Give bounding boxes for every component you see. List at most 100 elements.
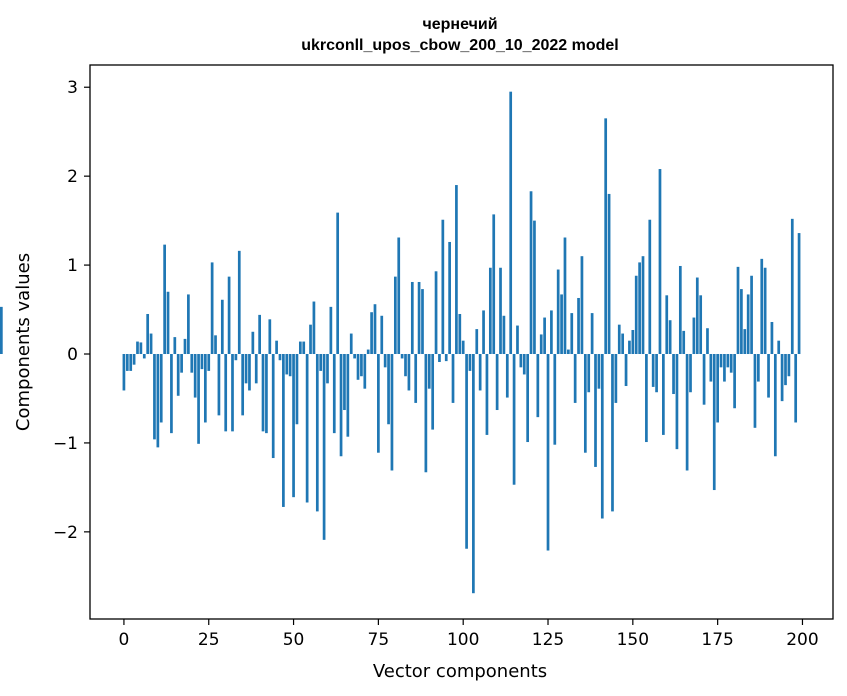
- bar-component-188: [760, 258, 764, 355]
- bars-group: [0, 91, 801, 594]
- bar-component-19: [187, 294, 190, 355]
- bar-component-45: [275, 340, 278, 355]
- bar-component-142: [604, 118, 608, 354]
- bar-component-120: [529, 191, 533, 354]
- bar-component-141: [600, 354, 604, 519]
- bar-component-0: [122, 354, 126, 391]
- bar-component-103: [472, 354, 475, 594]
- bar-component-undefined: [0, 306, 3, 354]
- bar-component-48: [285, 354, 289, 375]
- bar-component-96: [448, 241, 451, 354]
- bar-component-44: [271, 354, 275, 459]
- bar-component-185: [750, 275, 753, 354]
- bar-component-95: [444, 354, 448, 362]
- bar-component-177: [723, 354, 726, 382]
- bar-component-11: [159, 354, 163, 423]
- bar-component-92: [434, 271, 438, 354]
- bar-component-75: [377, 354, 380, 453]
- bar-component-13: [166, 291, 170, 355]
- bar-component-104: [475, 329, 479, 355]
- bar-component-15: [173, 337, 177, 355]
- bar-component-37: [248, 354, 251, 391]
- bar-component-172: [706, 328, 709, 355]
- bar-component-187: [757, 354, 760, 382]
- bar-component-181: [736, 266, 740, 355]
- bar-component-36: [244, 354, 248, 384]
- bar-component-94: [441, 219, 445, 355]
- bar-component-124: [543, 317, 546, 355]
- y-tick-label: 2: [67, 167, 78, 187]
- bar-component-135: [580, 256, 584, 355]
- bar-component-33: [234, 354, 238, 361]
- bar-component-136: [583, 354, 587, 453]
- bar-component-2: [129, 354, 133, 371]
- bar-component-83: [404, 354, 407, 377]
- bar-component-140: [597, 354, 601, 389]
- bar-component-173: [709, 354, 713, 382]
- bar-component-191: [770, 321, 774, 354]
- bar-component-197: [790, 218, 794, 355]
- bar-component-30: [224, 354, 228, 432]
- bar-component-125: [546, 354, 550, 551]
- bar-component-16: [176, 354, 180, 396]
- bar-component-71: [363, 354, 367, 389]
- bar-component-41: [261, 354, 265, 432]
- bar-component-1: [125, 354, 129, 371]
- bar-component-129: [560, 294, 563, 355]
- bar-component-195: [784, 354, 787, 386]
- bar-component-162: [672, 354, 675, 395]
- bar-component-17: [180, 354, 183, 373]
- bar-component-190: [767, 354, 770, 398]
- bar-component-86: [414, 354, 418, 403]
- bar-component-87: [417, 281, 421, 355]
- bar-component-128: [556, 269, 560, 355]
- bar-component-106: [482, 310, 485, 354]
- bar-component-101: [465, 354, 468, 549]
- bar-component-68: [353, 354, 356, 359]
- bar-component-182: [740, 289, 743, 354]
- bar-component-144: [611, 354, 614, 512]
- x-tick-label: 150: [617, 630, 649, 650]
- bar-component-158: [658, 169, 662, 354]
- bar-component-49: [288, 354, 292, 377]
- bar-component-99: [458, 313, 462, 355]
- bar-component-69: [356, 354, 360, 380]
- x-tick-label: 50: [283, 630, 305, 650]
- bar-component-133: [573, 354, 577, 403]
- bar-component-134: [577, 297, 580, 354]
- bar-component-143: [607, 193, 611, 354]
- bar-component-4: [136, 341, 139, 355]
- bar-component-93: [438, 354, 441, 362]
- bar-component-165: [682, 330, 686, 354]
- bar-component-53: [302, 341, 306, 355]
- bar-component-54: [305, 354, 309, 503]
- y-tick-label: −1: [53, 434, 78, 454]
- bar-component-156: [651, 354, 655, 387]
- bar-component-130: [563, 237, 567, 354]
- y-axis-label: Components values: [13, 253, 34, 431]
- bar-component-198: [794, 354, 798, 423]
- bar-component-10: [156, 354, 160, 448]
- bar-component-59: [322, 354, 326, 540]
- y-tick-label: 1: [67, 256, 78, 276]
- bar-component-80: [393, 276, 397, 354]
- bar-component-32: [231, 354, 234, 432]
- x-tick-label: 0: [119, 630, 130, 650]
- bar-component-123: [539, 334, 543, 354]
- bar-component-31: [227, 276, 231, 354]
- bar-component-91: [431, 354, 435, 430]
- bar-component-9: [153, 354, 156, 440]
- bar-component-76: [380, 315, 384, 355]
- x-tick-label: 125: [532, 630, 564, 650]
- bar-component-29: [220, 299, 224, 354]
- bar-component-73: [370, 312, 373, 354]
- x-axis-label: Vector components: [373, 661, 547, 682]
- bar-component-107: [485, 354, 489, 435]
- bar-component-57: [315, 354, 319, 512]
- bar-component-8: [149, 333, 153, 354]
- bar-component-108: [488, 267, 492, 355]
- bar-component-47: [282, 354, 285, 507]
- bar-component-138: [590, 313, 594, 355]
- bar-component-34: [237, 250, 241, 354]
